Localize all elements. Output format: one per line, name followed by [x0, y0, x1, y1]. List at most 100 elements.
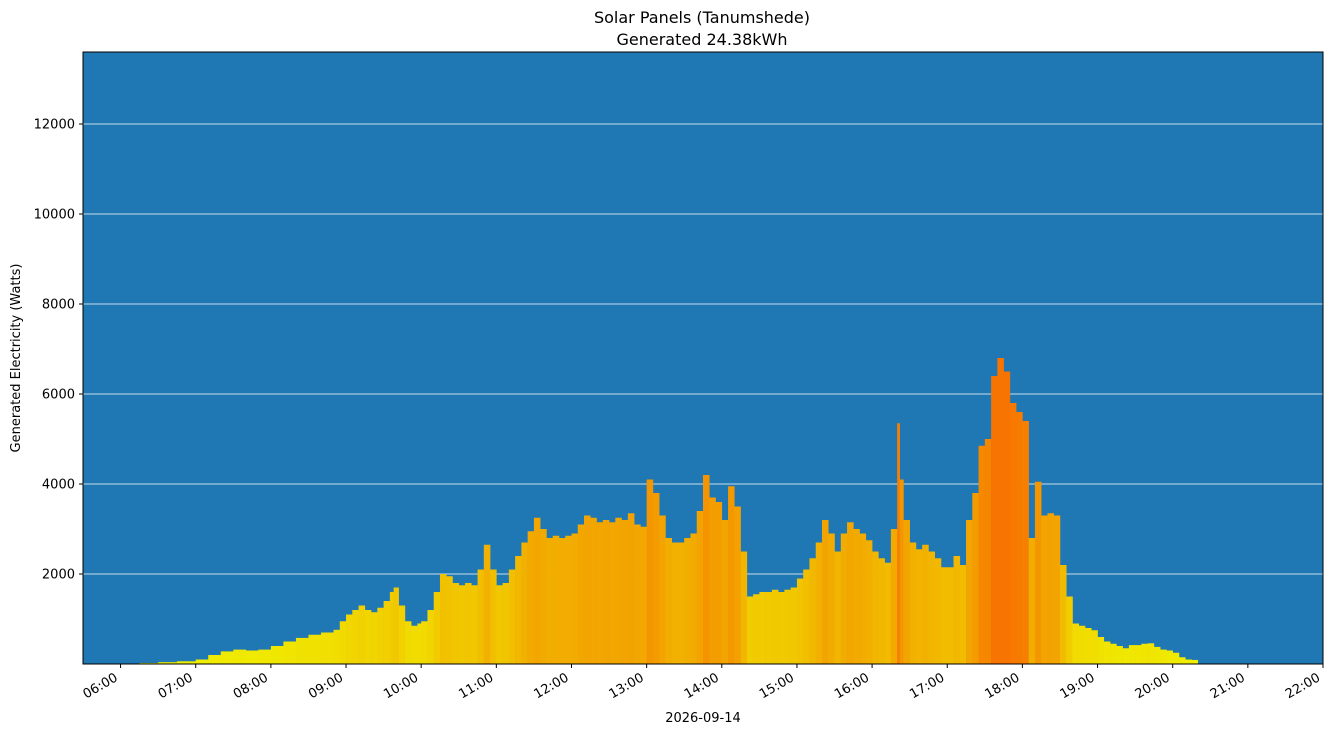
bar	[959, 565, 967, 664]
bar	[1147, 643, 1155, 664]
bar	[703, 475, 710, 664]
y-tick-label: 12000	[34, 118, 75, 133]
bar	[696, 511, 704, 664]
bar	[389, 592, 394, 664]
bar	[784, 589, 791, 664]
x-tick-label: 21:00	[1208, 670, 1248, 702]
bar	[393, 587, 399, 664]
x-tick-label: 19:00	[1058, 670, 1098, 702]
bar	[508, 569, 516, 664]
bar	[417, 623, 422, 664]
bar	[627, 513, 635, 664]
bar	[803, 569, 810, 664]
bar	[1153, 646, 1161, 664]
plot-frame	[82, 51, 1324, 665]
bar	[609, 522, 616, 664]
bar	[308, 634, 322, 664]
bar	[1091, 630, 1098, 664]
bar	[333, 629, 341, 664]
bar	[358, 605, 366, 664]
bar	[765, 592, 773, 664]
bar	[404, 621, 412, 664]
bar	[847, 522, 854, 664]
bar	[552, 535, 560, 664]
x-tick-label: 22:00	[1283, 670, 1323, 702]
y-tick-label: 6000	[42, 388, 75, 403]
bar	[1034, 481, 1042, 664]
bar	[809, 558, 817, 664]
bar	[715, 502, 723, 664]
x-tick-label: 09:00	[306, 670, 346, 702]
bar	[796, 578, 804, 664]
y-axis-ticks: 2000 4000 6000 8000 10000 12000	[34, 118, 83, 583]
bar	[377, 607, 384, 664]
bar	[834, 551, 842, 664]
bar	[909, 542, 917, 664]
bar	[1085, 628, 1092, 664]
bar	[1116, 646, 1123, 664]
bar	[558, 538, 566, 664]
bar	[853, 529, 860, 664]
bar	[502, 583, 510, 664]
bar	[899, 479, 904, 664]
bar	[1041, 515, 1048, 664]
x-tick-label: 16:00	[832, 670, 872, 702]
bar	[1097, 637, 1105, 664]
bar	[721, 520, 729, 664]
bar	[1022, 421, 1029, 664]
chart-title: Solar Panels (Tanumshede)	[594, 8, 810, 27]
bar	[972, 493, 979, 664]
x-axis-ticks: 06:00 07:00 08:00 09:00 10:00 11:00 12:00 13:00…	[81, 664, 1324, 702]
bar	[878, 558, 885, 664]
x-tick-label: 13:00	[607, 670, 647, 702]
bar	[897, 423, 900, 664]
bar	[821, 520, 829, 664]
bar	[1059, 565, 1067, 664]
bar	[208, 655, 222, 664]
bar	[483, 544, 491, 664]
bar	[671, 542, 679, 664]
bar	[928, 551, 936, 664]
bar	[270, 646, 284, 664]
bar	[1003, 371, 1011, 664]
bar	[295, 637, 309, 664]
x-tick-label: 08:00	[231, 670, 271, 702]
bar	[659, 515, 666, 664]
bars	[139, 358, 1199, 664]
bar	[978, 445, 986, 664]
x-tick-label: 15:00	[757, 670, 797, 702]
bar	[590, 517, 597, 664]
bar	[233, 649, 247, 664]
x-tick-label: 18:00	[982, 670, 1022, 702]
bar	[966, 520, 973, 664]
bar	[922, 544, 929, 664]
bar	[859, 533, 867, 664]
bar	[828, 533, 835, 664]
y-tick-label: 2000	[42, 568, 75, 583]
bar	[740, 551, 748, 664]
bar	[746, 596, 754, 664]
bar	[398, 605, 406, 664]
bar	[1128, 645, 1136, 664]
bar	[602, 520, 610, 664]
bar	[890, 529, 898, 664]
y-tick-label: 8000	[42, 298, 75, 313]
x-tick-label: 11:00	[456, 670, 496, 702]
bar	[1178, 657, 1186, 664]
bar	[571, 533, 579, 664]
bar	[615, 517, 622, 664]
bar	[652, 493, 660, 664]
bar	[245, 650, 259, 664]
bar	[458, 585, 466, 664]
bar	[884, 562, 892, 664]
bar	[1160, 649, 1167, 664]
bar	[646, 479, 654, 664]
bar	[934, 558, 942, 664]
bar	[596, 522, 604, 664]
bar	[940, 567, 948, 664]
bar	[339, 621, 347, 664]
bar	[346, 614, 353, 664]
bar	[1191, 659, 1199, 664]
bar	[364, 610, 372, 664]
